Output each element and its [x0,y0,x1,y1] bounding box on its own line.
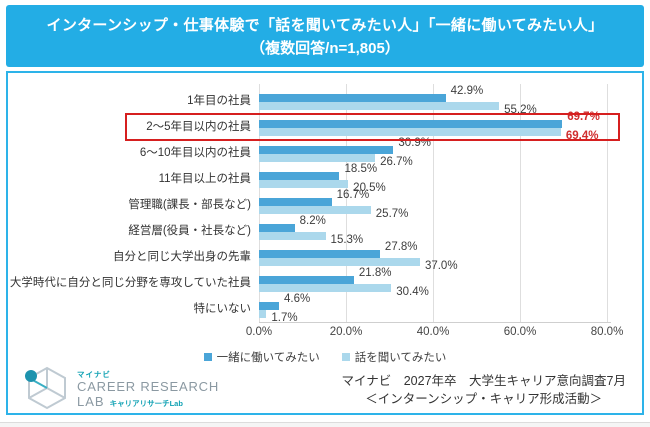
category-label: 管理職(課長・部長など) [128,199,251,211]
bar-work-together [259,250,380,258]
x-tick-label: 80.0% [590,326,624,338]
bar-work-together [259,172,340,180]
bar-hear-talk [259,310,267,318]
value-label-hear-talk: 15.3% [330,234,364,246]
logo-career-research: CAREER RESEARCH [77,378,220,394]
logo-cube-icon [25,366,66,410]
gridline [520,84,521,322]
category-label: 特にいない [193,303,252,315]
category-label: 11年目以上の社員 [158,173,251,185]
value-label-work-together: 18.5% [344,163,378,175]
value-label-hear-talk: 1.7% [271,312,298,324]
legend-label-work-together: 一緒に働いてみたい [216,352,320,364]
value-label-hear-talk: 37.0% [424,260,458,272]
x-tick-label: 20.0% [329,326,363,338]
bar-work-together [259,224,295,232]
gridline [433,84,434,322]
legend-swatch-light-icon [341,353,350,361]
chart-area: 0.0% 20.0% 40.0% 60.0% 80.0% 1年目の社員 42.9% 55.2%… [8,73,642,413]
bar-hear-talk [259,206,371,214]
source-line-2: ＜インターンシップ・キャリア形成活動＞ [365,392,603,407]
bar-work-together [259,94,446,102]
title-line-2: （複数回答/n=1,805） [250,40,400,57]
bottom-strip [0,423,650,427]
bar-hear-talk [259,154,376,162]
x-tick-label: 40.0% [416,326,450,338]
legend-item-hear-talk: 話を聞いてみたい [341,349,447,365]
value-label-work-together: 16.7% [336,189,370,201]
value-label-hear-talk: 25.7% [375,208,409,220]
legend-swatch-dark-icon [203,353,212,361]
category-label: 大学時代に自分と同じ分野を専攻していた社員 [9,277,251,289]
logo-sub-japanese: キャリアリサーチLab [109,399,183,409]
source-text: マイナビ 2027年卒 大学生キャリア意向調査7月 ＜インターンシップ・キャリア… [341,372,626,408]
category-label: 1年目の社員 [187,95,251,107]
bar-hear-talk [259,258,420,266]
bottom-divider [0,422,650,423]
title-line-1: インターンシップ・仕事体験で「話を聞いてみたい人」「一緒に働いてみたい人」 [46,17,604,34]
category-label: 経営層(役員・社長など) [128,225,251,237]
bar-hear-talk [259,128,561,136]
legend-label-hear-talk: 話を聞いてみたい [354,352,447,364]
bar-hear-talk [259,284,392,292]
bar-work-together [259,302,279,310]
legend-item-work-together: 一緒に働いてみたい [203,349,320,365]
chart-panel: 0.0% 20.0% 40.0% 60.0% 80.0% 1年目の社員 42.9% 55.2%… [6,71,644,415]
bar-hear-talk [259,232,326,240]
x-tick-label: 0.0% [245,326,273,338]
bar-work-together [259,198,332,206]
career-research-lab-logo: マイナビ CAREER RESEARCH LAB キャリアリサーチLab [24,365,219,413]
value-label-hear-talk: 26.7% [380,156,413,168]
bar-work-together [259,120,563,128]
category-label: 6～10年目以内の社員 [139,147,251,159]
value-label-work-together: 27.8% [384,241,418,253]
chart-legend: 一緒に働いてみたい 話を聞いてみたい [8,349,642,365]
value-label-work-together: 21.8% [358,267,392,279]
category-label: 自分と同じ大学出身の先輩 [113,251,251,263]
x-tick-label: 60.0% [503,326,537,338]
value-label-hear-talk: 20.5% [353,182,386,194]
value-label-work-together: 42.9% [450,85,484,97]
gridline [607,84,608,322]
value-label-work-together: 8.2% [299,215,326,227]
source-line-1: マイナビ 2027年卒 大学生キャリア意向調査7月 [341,374,626,388]
chart-title-bar: インターンシップ・仕事体験で「話を聞いてみたい人」「一緒に働いてみたい人」 （複… [6,5,644,67]
logo-lab: LAB [77,394,105,410]
bar-work-together [259,276,354,284]
bar-work-together [259,146,394,154]
logo-brand: マイナビ [77,369,111,379]
value-label-work-together: 4.6% [284,293,311,305]
logo-text: マイナビ CAREER RESEARCH LAB キャリアリサーチLab [77,369,219,410]
value-label-hear-talk: 30.4% [396,286,429,298]
category-label: 2～5年目以内の社員 [146,121,251,133]
axis-baseline [259,322,611,323]
bar-hear-talk [259,102,500,110]
gridline [346,84,347,322]
bar-hear-talk [259,180,349,188]
highlight-box [125,113,620,141]
